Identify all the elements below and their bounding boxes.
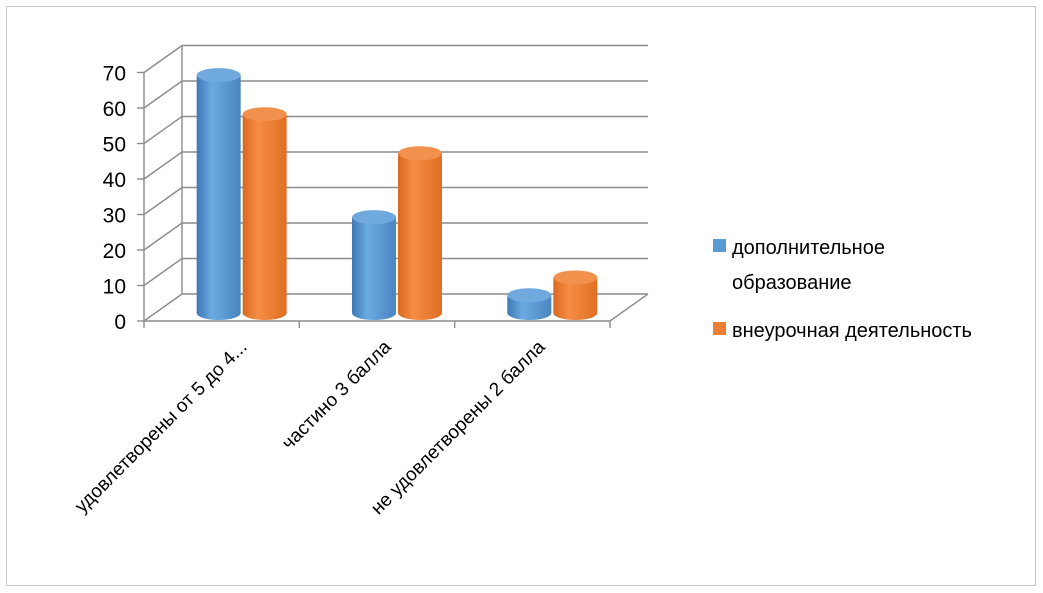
bar-blue-1 xyxy=(352,210,396,320)
bar-body xyxy=(507,295,552,320)
x-category-label: не удовлетворены 2 балла xyxy=(367,336,550,519)
legend-label-1a: дополнительное xyxy=(732,237,885,259)
x-axis-categories: удовлетворены от 5 до 4... частино 3 балл… xyxy=(71,336,550,519)
bars xyxy=(196,68,598,321)
legend-label-2: внеурочная деятельность xyxy=(732,320,972,342)
x-category-label: частино 3 балла xyxy=(278,336,396,454)
bar-orange-0 xyxy=(242,107,287,320)
y-tick-label: 20 xyxy=(103,240,126,263)
y-tick-label: 50 xyxy=(103,134,126,157)
legend-label-1b: образование xyxy=(732,272,852,294)
bar-top xyxy=(507,288,552,303)
x-category-label: удовлетворены от 5 до 4... xyxy=(71,337,251,517)
side-gridline xyxy=(143,186,183,216)
side-gridline xyxy=(143,257,183,287)
side-gridline xyxy=(143,151,183,180)
legend-swatch-orange xyxy=(713,322,726,335)
y-tick-label: 70 xyxy=(103,63,126,86)
side-gridline xyxy=(143,44,183,74)
side-gridline xyxy=(143,115,183,145)
side-gridline xyxy=(143,80,183,109)
bar-body xyxy=(196,75,241,321)
legend: дополнительное образование внеурочная де… xyxy=(713,237,972,342)
y-tick-label: 40 xyxy=(103,169,126,192)
y-axis-ticks: 0 10 20 30 40 50 60 70 xyxy=(103,63,126,335)
y-tick-label: 30 xyxy=(103,205,126,228)
side-gridline xyxy=(143,222,183,251)
bar-body xyxy=(352,217,396,320)
y-tick-label: 60 xyxy=(103,98,126,121)
bar-blue-0 xyxy=(196,68,241,321)
bar-top xyxy=(398,146,442,161)
y-tick-label: 10 xyxy=(103,276,126,299)
side-gridline xyxy=(143,293,183,322)
y-tick-label: 0 xyxy=(114,311,126,334)
bar-blue-2 xyxy=(507,288,552,320)
legend-swatch-blue xyxy=(713,239,726,252)
bar-top xyxy=(242,107,287,122)
axes xyxy=(137,45,649,328)
bar-top xyxy=(196,68,241,83)
bar-orange-2 xyxy=(553,270,598,320)
bar-top xyxy=(352,210,396,225)
bar-body xyxy=(553,277,598,320)
bar-body xyxy=(242,114,287,320)
bar-body xyxy=(398,153,442,320)
bar-orange-1 xyxy=(398,146,442,320)
floor-right-edge xyxy=(609,293,649,322)
bar-top xyxy=(553,270,598,285)
